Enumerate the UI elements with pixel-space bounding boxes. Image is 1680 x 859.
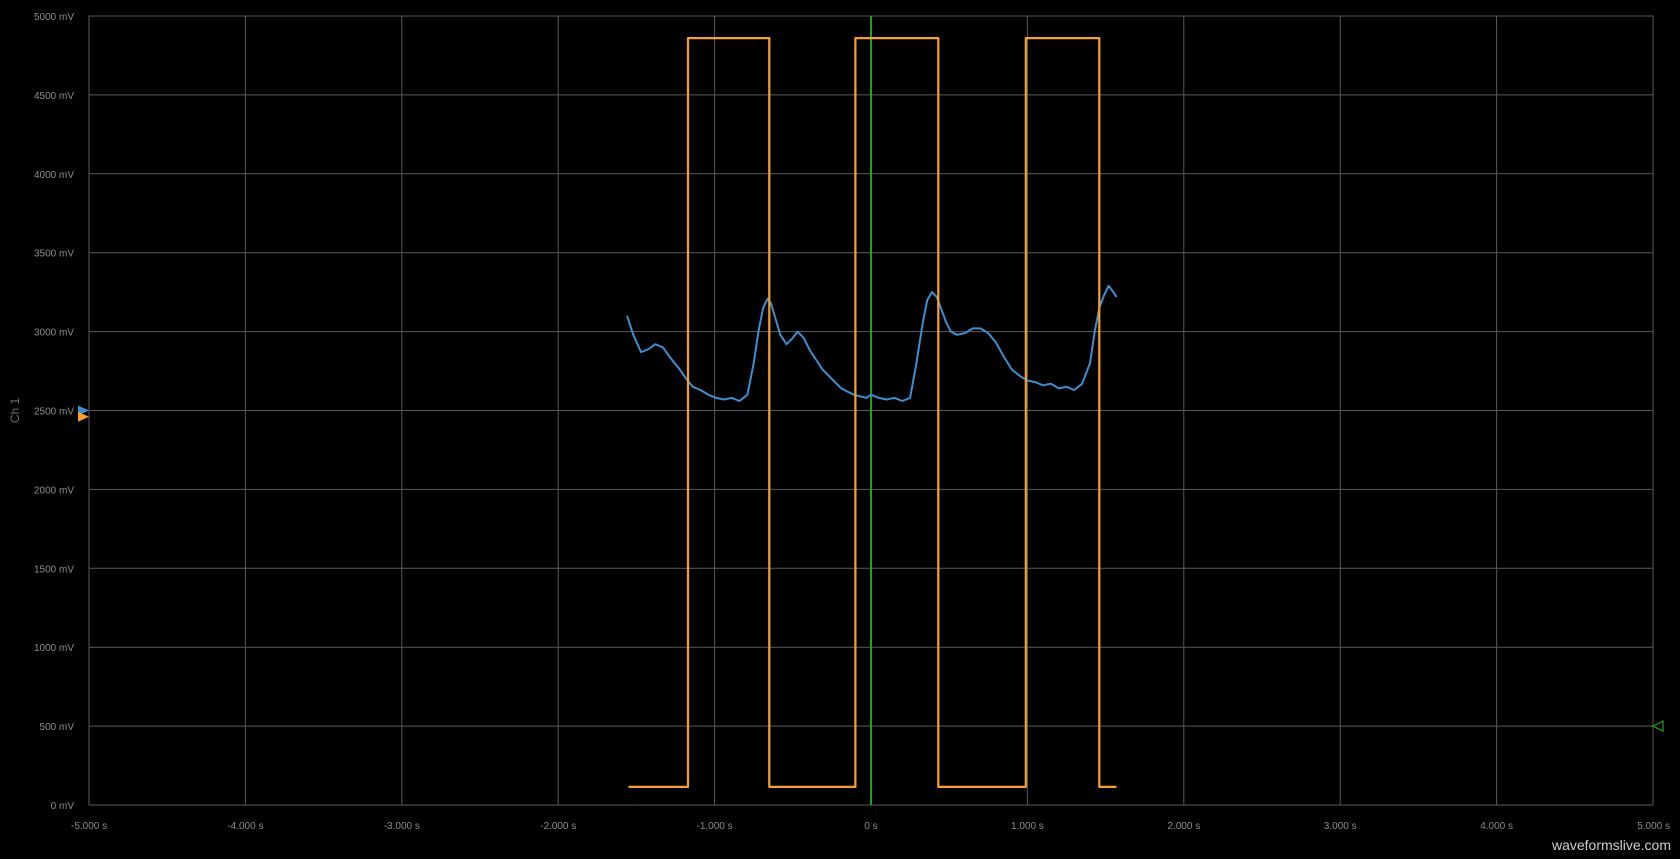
x-tick-label: 1.000 s [1011, 821, 1044, 832]
x-tick-label: -4.000 s [227, 821, 263, 832]
y-tick-label: 2000 mV [34, 485, 74, 496]
y-tick-label: 2500 mV [34, 407, 74, 418]
waveforms [626, 36, 1118, 789]
ch1-offset-marker [78, 405, 89, 416]
y-tick-label: 1500 mV [34, 564, 74, 575]
x-tick-label: 0 s [864, 821, 877, 832]
channel-markers[interactable] [78, 405, 1664, 733]
x-tick-label: -2.000 s [540, 821, 576, 832]
y-tick-label: 4500 mV [34, 91, 74, 102]
x-tick-label: 5.000 s [1637, 821, 1670, 832]
ch1-trace [626, 284, 1118, 402]
ch2-trace [628, 36, 1117, 789]
x-tick-label: -1.000 s [697, 821, 733, 832]
x-tick-label: -3.000 s [384, 821, 420, 832]
y-tick-label: 3000 mV [34, 328, 74, 339]
watermark: waveformslive.com [1551, 837, 1671, 853]
y-axis-title: Ch 1 [8, 398, 22, 424]
x-tick-label: 4.000 s [1480, 821, 1513, 832]
y-tick-label: 3500 mV [34, 249, 74, 260]
x-tick-label: -5.000 s [71, 821, 107, 832]
y-tick-label: 4000 mV [34, 170, 74, 181]
x-tick-label: 3.000 s [1324, 821, 1357, 832]
tick-labels: -5.000 s -4.000 s -3.000 s -2.000 s -1.000 s… [34, 12, 1670, 832]
x-tick-label: 2.000 s [1167, 821, 1200, 832]
y-tick-label: 500 mV [40, 722, 75, 733]
trigger-level-marker [1651, 720, 1664, 733]
y-tick-label: 1000 mV [34, 643, 74, 654]
y-tick-label: 5000 mV [34, 12, 74, 23]
ch2-offset-marker [78, 411, 89, 422]
y-tick-label: 0 mV [51, 801, 75, 812]
